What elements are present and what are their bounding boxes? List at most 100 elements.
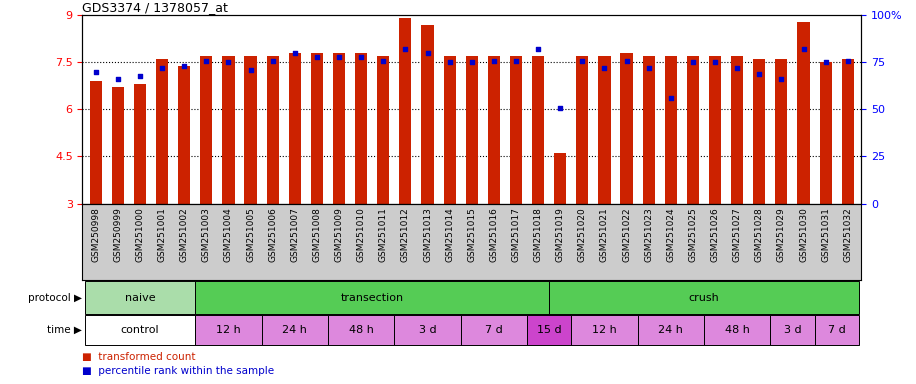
- Point: [530, 46, 545, 52]
- Text: naive: naive: [125, 293, 156, 303]
- Bar: [112, 88, 124, 204]
- Bar: [620, 53, 633, 204]
- Point: [266, 58, 280, 64]
- Text: transection: transection: [341, 293, 404, 303]
- Bar: [355, 53, 367, 204]
- Bar: [510, 56, 522, 204]
- Point: [221, 59, 235, 65]
- Bar: [576, 56, 588, 204]
- Text: GSM251014: GSM251014: [445, 207, 454, 262]
- Text: 7 d: 7 d: [485, 325, 503, 335]
- Point: [752, 71, 767, 77]
- Bar: [195, 281, 550, 314]
- Text: 48 h: 48 h: [349, 325, 374, 335]
- Point: [177, 63, 191, 69]
- Text: 24 h: 24 h: [282, 325, 307, 335]
- Text: ■  transformed count: ■ transformed count: [82, 352, 196, 362]
- Point: [310, 54, 324, 60]
- Text: GSM251028: GSM251028: [755, 207, 764, 262]
- Text: GSM250999: GSM250999: [114, 207, 123, 262]
- Bar: [134, 84, 146, 204]
- Text: GSM251026: GSM251026: [711, 207, 720, 262]
- Bar: [377, 56, 389, 204]
- Text: GSM251000: GSM251000: [136, 207, 145, 262]
- Bar: [775, 59, 788, 204]
- Point: [685, 59, 700, 65]
- Bar: [527, 316, 572, 345]
- Text: GSM251005: GSM251005: [246, 207, 255, 262]
- Bar: [328, 316, 394, 345]
- Bar: [84, 316, 195, 345]
- Bar: [554, 153, 566, 204]
- Point: [796, 46, 811, 52]
- Bar: [488, 56, 500, 204]
- Text: 48 h: 48 h: [725, 325, 749, 335]
- Bar: [443, 56, 455, 204]
- Text: GSM251031: GSM251031: [821, 207, 830, 262]
- Point: [199, 58, 213, 64]
- Bar: [399, 18, 411, 204]
- Bar: [665, 56, 677, 204]
- Bar: [262, 316, 328, 345]
- Bar: [465, 56, 478, 204]
- Text: GSM251027: GSM251027: [733, 207, 742, 262]
- Text: control: control: [121, 325, 159, 335]
- Point: [398, 46, 413, 52]
- Text: GSM251023: GSM251023: [644, 207, 653, 262]
- Point: [730, 65, 745, 71]
- Bar: [638, 316, 704, 345]
- Bar: [532, 56, 544, 204]
- Point: [619, 58, 634, 64]
- Point: [774, 76, 789, 83]
- Bar: [704, 316, 770, 345]
- Text: GSM251007: GSM251007: [290, 207, 300, 262]
- Text: 12 h: 12 h: [592, 325, 616, 335]
- Text: GSM251002: GSM251002: [180, 207, 189, 262]
- Text: GSM251018: GSM251018: [534, 207, 542, 262]
- Text: 7 d: 7 d: [828, 325, 845, 335]
- Text: GSM251013: GSM251013: [423, 207, 432, 262]
- Point: [420, 50, 435, 56]
- Bar: [709, 56, 721, 204]
- Bar: [820, 62, 832, 204]
- Text: GSM251032: GSM251032: [844, 207, 852, 262]
- Text: GSM251022: GSM251022: [622, 207, 631, 262]
- Text: 3 d: 3 d: [784, 325, 802, 335]
- Text: GSM251010: GSM251010: [356, 207, 365, 262]
- Text: GSM251016: GSM251016: [489, 207, 498, 262]
- Text: GSM251008: GSM251008: [312, 207, 322, 262]
- Point: [288, 50, 302, 56]
- Bar: [156, 59, 169, 204]
- Bar: [245, 56, 256, 204]
- Bar: [687, 56, 699, 204]
- Text: GDS3374 / 1378057_at: GDS3374 / 1378057_at: [82, 1, 228, 14]
- Text: crush: crush: [689, 293, 719, 303]
- Text: GSM251004: GSM251004: [224, 207, 233, 262]
- Bar: [770, 316, 814, 345]
- Bar: [572, 316, 638, 345]
- Point: [155, 65, 169, 71]
- Text: GSM251009: GSM251009: [334, 207, 344, 262]
- Text: GSM251003: GSM251003: [202, 207, 211, 262]
- Text: protocol ▶: protocol ▶: [27, 293, 82, 303]
- Point: [442, 59, 457, 65]
- Bar: [842, 59, 854, 204]
- Point: [508, 58, 523, 64]
- Bar: [84, 281, 195, 314]
- Bar: [643, 56, 655, 204]
- Bar: [90, 81, 102, 204]
- Bar: [598, 56, 611, 204]
- Point: [376, 58, 390, 64]
- Point: [641, 65, 656, 71]
- Point: [553, 104, 568, 111]
- Text: GSM251012: GSM251012: [401, 207, 409, 262]
- Text: ■  percentile rank within the sample: ■ percentile rank within the sample: [82, 366, 275, 376]
- Text: 3 d: 3 d: [419, 325, 436, 335]
- Text: GSM251006: GSM251006: [268, 207, 278, 262]
- Text: GSM251021: GSM251021: [600, 207, 609, 262]
- Bar: [267, 56, 278, 204]
- Text: GSM251001: GSM251001: [158, 207, 167, 262]
- Bar: [178, 66, 191, 204]
- Bar: [753, 59, 766, 204]
- Point: [818, 59, 833, 65]
